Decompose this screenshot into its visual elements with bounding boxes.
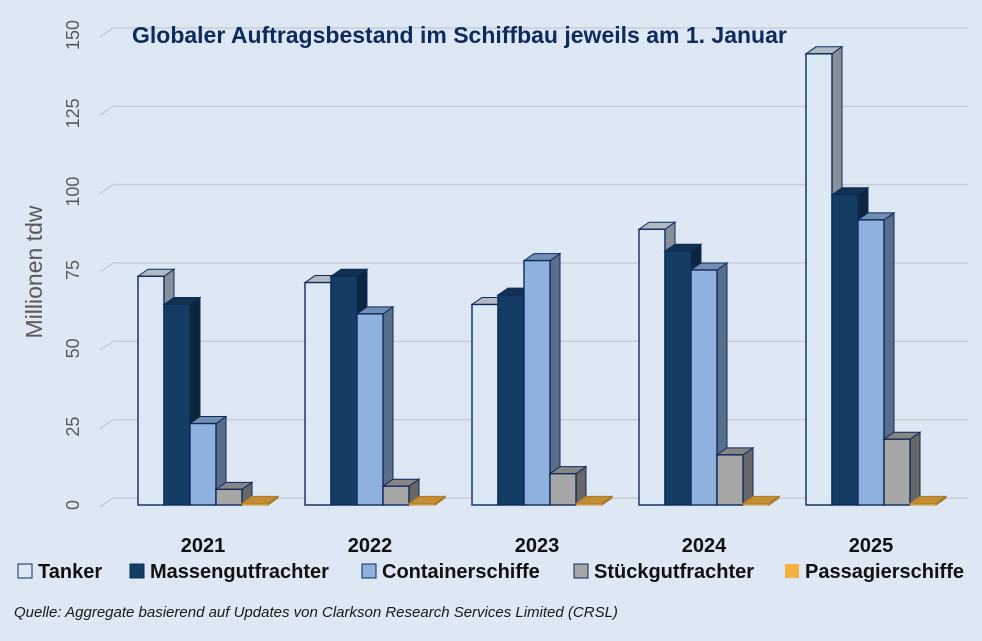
legend-item-Stückgutfrachter: Stückgutfrachter [573,561,754,583]
x-tick-label-2021: 2021 [181,535,226,557]
source-note: Quelle: Aggregate basierend auf Updates … [14,604,618,621]
bar-front [137,275,165,506]
bar-groups [136,45,948,506]
bar-front [523,259,551,506]
bar-front [716,454,744,506]
bar-front [664,250,692,506]
bar-front [742,503,770,506]
legend-label: Massengutfrachter [150,561,329,583]
legend-item-Tanker: Tanker [17,561,102,583]
gridline-depth [99,340,114,351]
x-axis-category-labels: 2021 2022 2023 2024 2025 [181,535,894,557]
bar-side [909,431,921,506]
bar-Passagierschiffe-2021 [240,495,280,506]
bar-Containerschiffe-2024 [689,262,729,506]
bar-front [215,488,243,506]
bar-front [189,422,217,506]
gridline-depth [99,184,114,195]
bar-front [163,303,191,506]
chart-title: Globaler Auftragsbestand im Schiffbau je… [132,22,787,48]
bar-front [690,269,718,506]
y-tick-label: 0 [63,500,83,510]
bar-Passagierschiffe-2024 [741,495,781,506]
bar-group-2022 [303,268,447,506]
bar-Containerschiffe-2022 [355,305,395,506]
legend-label: Containerschiffe [382,561,540,583]
bar-group-2024 [637,221,781,506]
y-tick-label: 100 [63,177,83,207]
bar-group-2021 [136,268,280,506]
y-tick-label: 75 [63,260,83,280]
bar-Containerschiffe-2023 [522,252,562,506]
bar-front [382,485,410,506]
bar-side [742,446,754,506]
legend-swatch [573,563,589,579]
y-tick-label: 25 [63,417,83,437]
gridline-depth [99,419,114,430]
bar-front [883,438,911,506]
gridline-depth [99,262,114,273]
legend-swatch [361,563,377,579]
bar-front [549,472,577,506]
bar-front [909,503,937,506]
bar-Passagierschiffe-2023 [574,495,614,506]
bar-front [831,194,859,506]
bar-front [805,53,833,506]
bar-Stückgutfrachter-2025 [882,431,922,506]
bar-front [408,503,436,506]
y-tick-label: 50 [63,338,83,358]
y-tick-label: 150 [63,20,83,50]
legend-item-Massengutfrachter: Massengutfrachter [129,561,329,583]
bar-group-2023 [470,252,614,506]
legend-label: Tanker [38,561,102,583]
bar-front [857,219,885,506]
y-axis-label: Millionen tdw [21,205,47,338]
legend-swatch [17,563,33,579]
legend: Tanker Massengutfrachter Containerschiffe S… [17,561,964,583]
gridline-depth [99,27,114,38]
legend-label: Passagierschiffe [805,561,964,583]
gridline-depth [99,105,114,116]
x-tick-label-2022: 2022 [348,535,393,557]
bar-front [356,313,384,506]
legend-swatch [129,563,145,579]
bar-front [304,281,332,506]
x-tick-label-2023: 2023 [515,535,560,557]
bar-Stückgutfrachter-2024 [715,446,755,506]
legend-swatch [785,564,799,578]
bar-group-2025 [804,45,948,506]
bar-Passagierschiffe-2022 [407,495,447,506]
y-axis-tick-labels: 0 25 50 75 100 125 150 [63,20,83,510]
bar-front [471,303,499,506]
legend-item-Passagierschiffe: Passagierschiffe [785,561,964,583]
legend-label: Stückgutfrachter [594,561,754,583]
bar-Stückgutfrachter-2023 [548,465,588,506]
bar-front [497,294,525,506]
legend-item-Containerschiffe: Containerschiffe [361,561,540,583]
bar-Containerschiffe-2021 [188,415,228,506]
bar-front [575,503,603,506]
x-tick-label-2024: 2024 [682,535,727,557]
bar-front [638,228,666,506]
bar-front [330,275,358,506]
x-tick-label-2025: 2025 [849,535,894,557]
y-tick-label: 125 [63,98,83,128]
gridline-depth [99,497,114,508]
bar-side [382,305,394,506]
bar-front [241,503,269,506]
bar-Passagierschiffe-2025 [908,495,948,506]
